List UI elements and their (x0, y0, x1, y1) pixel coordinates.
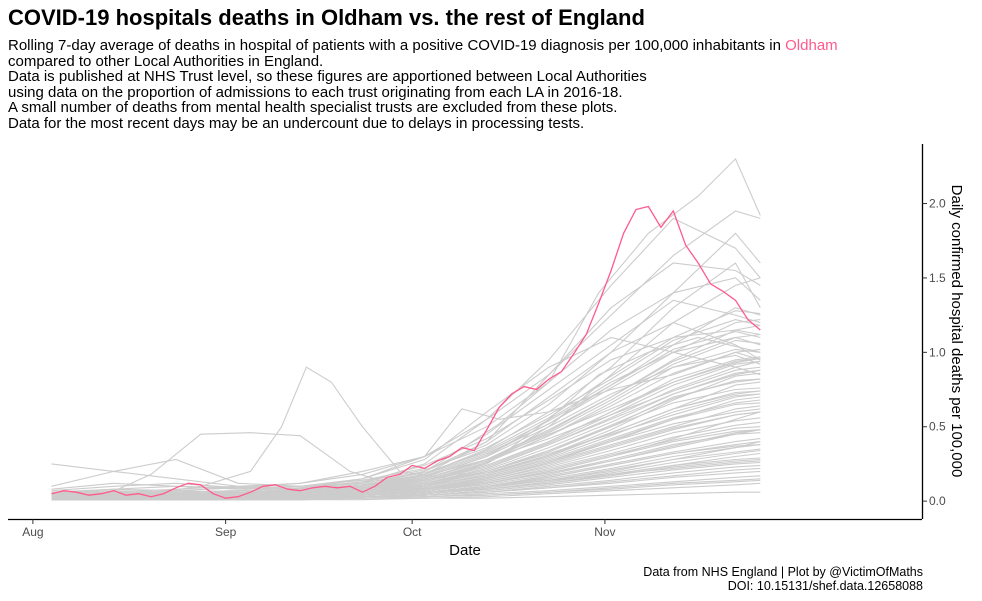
background-series-line (51, 157, 761, 499)
background-series-line (51, 457, 761, 501)
y-tick-label: 1.5 (929, 271, 946, 285)
oldham-series-line (51, 205, 761, 499)
subtitle-line-3: Data is published at NHS Trust level, so… (8, 68, 647, 86)
x-tick-label: Sep (215, 525, 237, 539)
background-series-group (51, 157, 761, 501)
subtitle-highlight-oldham: Oldham (785, 37, 838, 54)
background-series-line (51, 336, 761, 501)
y-axis-ticks: 0.0 0.5 1.0 1.5 2.0 (922, 197, 946, 508)
chart-title: COVID-19 hospitals deaths in Oldham vs. … (8, 5, 645, 30)
highlight-series-group (51, 205, 761, 499)
subtitle-line-5: A small number of deaths from mental hea… (8, 99, 618, 117)
x-axis-label: Date (449, 542, 481, 559)
y-tick-label: 0.5 (929, 420, 946, 434)
background-series-line (51, 432, 761, 499)
caption: Data from NHS England | Plot by @VictimO… (643, 565, 923, 593)
x-tick-label: Nov (594, 525, 615, 539)
background-series-line (51, 336, 761, 499)
y-tick-label: 0.0 (929, 494, 946, 508)
background-series-line (51, 478, 761, 501)
background-series-line (51, 378, 761, 498)
background-series-line (51, 351, 761, 490)
background-series-line (51, 277, 761, 495)
y-axis-label: Daily confirmed hospital deaths per 100,… (948, 185, 965, 478)
subtitle-line-2: compared to other Local Authorities in E… (8, 52, 324, 70)
y-tick-label: 1.0 (929, 345, 946, 359)
x-axis-ticks: Aug Sep Oct Nov (22, 519, 616, 539)
subtitle-line-4: using data on the proportion of admissio… (8, 83, 623, 101)
background-series-line (51, 217, 761, 490)
y-tick-label: 2.0 (929, 197, 946, 211)
chart-subtitle: Rolling 7-day average of deaths in hospi… (8, 38, 968, 132)
background-series-line (51, 336, 761, 487)
caption-line-2: DOI: 10.15131/shef.data.12658088 (727, 579, 923, 593)
background-series-line (51, 330, 761, 495)
subtitle-line-6: Data for the most recent days may be an … (8, 114, 585, 132)
subtitle-line-1-text: Rolling 7-day average of deaths in hospi… (8, 37, 786, 54)
background-series-line (51, 262, 761, 498)
subtitle-line-1: Rolling 7-day average of deaths in hospi… (8, 38, 968, 54)
x-tick-label: Aug (22, 525, 43, 539)
caption-line-1: Data from NHS England | Plot by @VictimO… (643, 565, 923, 579)
x-tick-label: Oct (403, 525, 422, 539)
